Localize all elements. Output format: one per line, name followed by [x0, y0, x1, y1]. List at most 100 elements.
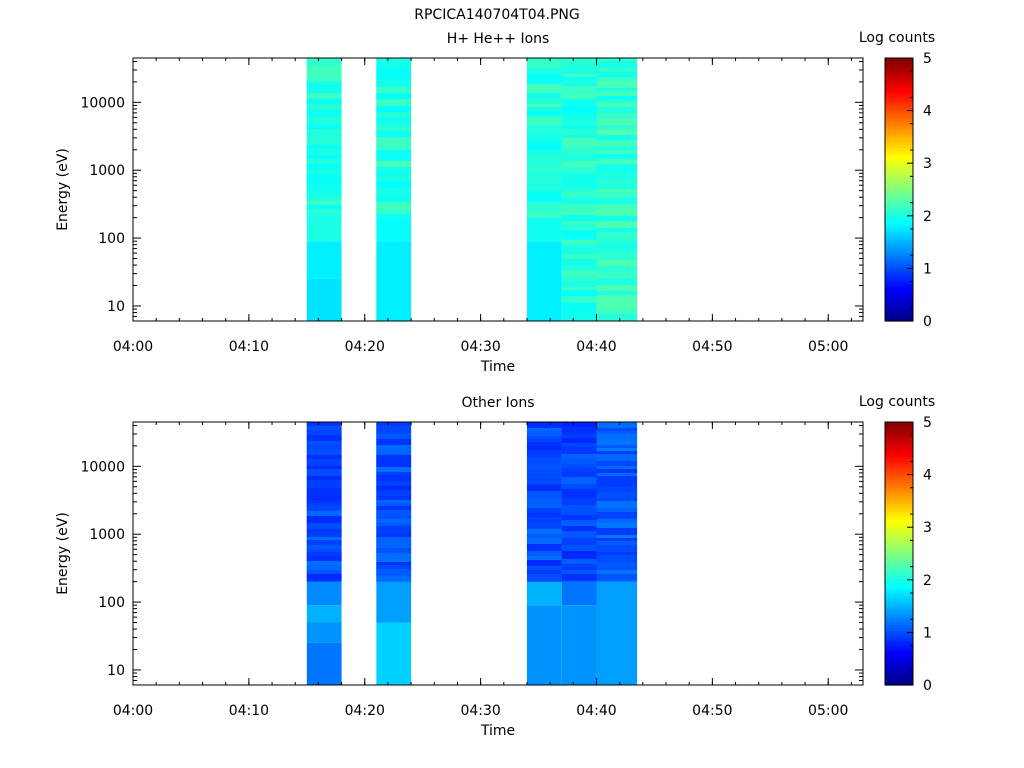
colorbar-segment: [885, 181, 913, 185]
colorbar-segment: [885, 129, 913, 133]
energy-channel: [526, 464, 562, 471]
spectrogram-column: [376, 422, 412, 685]
colorbar-segment: [885, 202, 913, 206]
colorbar-segment: [885, 582, 913, 586]
energy-channel: [596, 68, 638, 72]
colorbar-segment: [885, 157, 913, 162]
energy-channel: [561, 275, 597, 281]
x-tick-label: 04:30: [460, 339, 500, 355]
energy-channel: [561, 69, 597, 74]
colorbar-segment: [885, 550, 913, 555]
energy-channel: [526, 450, 562, 457]
colorbar-segment: [885, 205, 913, 209]
colorbar-segment: [885, 189, 913, 193]
energy-channel: [306, 574, 342, 578]
energy-channel: [526, 560, 562, 566]
energy-channel: [596, 119, 638, 122]
energy-channel: [306, 205, 342, 209]
colorbar-segment: [885, 471, 913, 476]
energy-channel: [561, 526, 597, 531]
energy-channel: [596, 221, 638, 228]
energy-channel: [596, 519, 638, 523]
colorbar-segment: [885, 257, 913, 262]
energy-channel: [596, 538, 638, 541]
plot-frame: [132, 421, 864, 686]
energy-channel: [596, 434, 638, 441]
energy-channel: [376, 137, 412, 143]
energy-channel: [526, 478, 562, 481]
energy-channel: [526, 149, 562, 154]
colorbar-frame: [884, 421, 914, 686]
energy-channel: [306, 459, 342, 466]
energy-channel: [596, 545, 638, 552]
colorbar-segment: [885, 590, 913, 594]
spectrogram-column: [306, 58, 342, 321]
colorbar-segment: [885, 445, 913, 449]
colorbar-segment: [885, 271, 913, 275]
colorbar-segment: [885, 168, 913, 172]
energy-channel: [596, 445, 638, 448]
energy-channel: [561, 551, 597, 554]
energy-channel: [596, 257, 638, 260]
energy-channel: [561, 224, 597, 227]
colorbar-segment: [885, 479, 913, 484]
colorbar-segment: [885, 516, 913, 520]
energy-channel: [596, 555, 638, 562]
energy-channel: [596, 574, 638, 580]
energy-channel: [526, 529, 562, 534]
energy-channel: [306, 450, 342, 455]
colorbar-segment: [885, 663, 913, 668]
energy-channel: [306, 540, 342, 545]
colorbar-tick-label: 4: [923, 468, 932, 484]
energy-channel: [596, 61, 638, 68]
colorbar-segment: [885, 228, 913, 233]
energy-channel: [306, 480, 342, 485]
energy-channel: [306, 516, 342, 523]
colorbar-segment: [885, 482, 913, 486]
colorbar-segment: [885, 210, 913, 214]
energy-channel: [596, 541, 638, 545]
colorbar-segment: [885, 635, 913, 639]
colorbar-tick-label: 0: [923, 314, 932, 330]
spectrogram-column: [526, 422, 562, 685]
colorbar-segment: [885, 281, 913, 285]
energy-channel: [561, 77, 597, 80]
energy-channel: [306, 174, 342, 179]
energy-bin: [306, 622, 342, 643]
colorbar-tick-label: 3: [923, 156, 932, 172]
colorbar-segment: [885, 313, 913, 317]
colorbar-segment: [885, 184, 913, 188]
colorbar-segment: [885, 532, 913, 536]
energy-channel: [561, 167, 597, 173]
energy-channel: [561, 89, 597, 94]
energy-channel: [526, 513, 562, 517]
energy-channel: [596, 58, 638, 61]
colorbar-segment: [885, 627, 913, 631]
colorbar-segment: [885, 305, 913, 309]
colorbar-segment: [885, 461, 913, 465]
energy-channel: [596, 245, 638, 248]
colorbar-segment: [885, 318, 913, 322]
colorbar-segment: [885, 102, 913, 106]
energy-channel: [561, 58, 597, 62]
energy-channel: [306, 435, 342, 441]
energy-channel: [376, 533, 412, 537]
colorbar-segment: [885, 197, 913, 201]
colorbar-segment: [885, 545, 913, 549]
energy-channel: [526, 116, 562, 121]
x-tick-label: 04:40: [576, 339, 616, 355]
energy-channel: [561, 227, 597, 230]
colorbar-segment: [885, 490, 913, 494]
energy-channel: [561, 477, 597, 484]
energy-channel: [596, 135, 638, 140]
energy-channel: [526, 428, 562, 431]
x-tick-label: 04:20: [345, 339, 385, 355]
energy-channel: [526, 461, 562, 464]
energy-channel: [526, 121, 562, 126]
energy-channel: [306, 58, 342, 61]
colorbar-segment: [885, 84, 913, 88]
energy-channel: [561, 254, 597, 259]
colorbar-segment: [885, 110, 913, 114]
colorbar-tick-label: 2: [923, 209, 932, 225]
